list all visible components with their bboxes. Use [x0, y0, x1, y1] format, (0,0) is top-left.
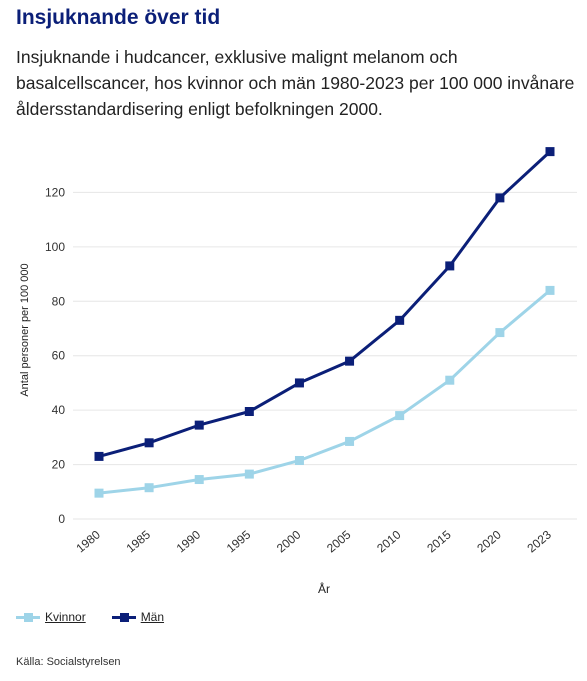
- y-tick-label: 80: [52, 294, 66, 308]
- y-tick-label: 40: [52, 403, 66, 417]
- data-point-man[interactable]: [144, 438, 154, 448]
- legend-item-kvinnor[interactable]: Kvinnor: [16, 610, 86, 624]
- y-tick-label: 120: [45, 185, 65, 199]
- data-point-kvinnor[interactable]: [194, 475, 204, 485]
- legend-label-kvinnor: Kvinnor: [45, 610, 86, 624]
- data-point-kvinnor[interactable]: [294, 455, 304, 465]
- line-chart: 0 20 40 60 80 100 120 1980 1985 1990 1995 2000 2005…: [19, 147, 577, 596]
- data-point-man[interactable]: [445, 261, 455, 271]
- y-tick-label: 0: [58, 512, 65, 526]
- data-point-kvinnor[interactable]: [144, 483, 154, 493]
- y-tick-label: 100: [45, 240, 65, 254]
- x-tick-label: 2020: [474, 527, 504, 555]
- x-axis-label: År: [318, 581, 330, 596]
- legend-swatch-man: [111, 612, 136, 622]
- x-tick-label: 2000: [274, 527, 304, 555]
- data-point-man[interactable]: [294, 378, 304, 388]
- x-tick-label: 1980: [73, 527, 103, 555]
- series-line-man: [98, 150, 552, 458]
- x-tick-label: 2015: [424, 527, 454, 555]
- data-point-man[interactable]: [194, 420, 204, 430]
- x-tick-label: 1995: [224, 527, 254, 555]
- source-note: Källa: Socialstyrelsen: [16, 656, 121, 668]
- legend-item-man[interactable]: Män: [111, 610, 165, 624]
- data-point-kvinnor[interactable]: [244, 469, 254, 479]
- data-point-kvinnor[interactable]: [395, 411, 405, 421]
- x-tick-label: 1990: [174, 527, 204, 555]
- data-point-man[interactable]: [495, 193, 505, 203]
- legend-label-man: Män: [140, 610, 165, 624]
- data-point-man[interactable]: [94, 451, 104, 461]
- data-point-kvinnor[interactable]: [495, 328, 505, 338]
- y-tick-label: 20: [52, 458, 66, 472]
- x-tick-label: 1985: [124, 527, 154, 555]
- chart-subtitle: Insjuknande i hudcancer, exklusive malig…: [16, 47, 575, 119]
- data-point-kvinnor[interactable]: [445, 375, 455, 385]
- x-tick-label: 2023: [524, 527, 554, 555]
- data-point-man[interactable]: [545, 147, 555, 157]
- y-axis-label: Antal personer per 100 000: [19, 263, 31, 396]
- data-point-man[interactable]: [244, 407, 254, 417]
- data-point-kvinnor[interactable]: [94, 488, 104, 498]
- x-tick-label: 2010: [374, 527, 404, 555]
- data-point-kvinnor[interactable]: [545, 285, 555, 295]
- x-tick-label: 2005: [324, 527, 354, 555]
- series-line-kvinnor: [98, 289, 551, 495]
- series-group: [94, 147, 555, 498]
- x-axis-ticks: 1980 1985 1990 1995 2000 2005 2010 2015 2020 2023: [73, 527, 554, 555]
- data-point-man[interactable]: [345, 356, 355, 366]
- y-tick-label: 60: [52, 349, 66, 363]
- data-point-kvinnor[interactable]: [345, 436, 355, 446]
- grid-lines: [73, 191, 577, 520]
- legend-swatch-kvinnor: [16, 612, 40, 622]
- y-axis-ticks: 0 20 40 60 80 100 120: [45, 185, 65, 526]
- legend: Kvinnor Män: [16, 610, 164, 624]
- data-point-man[interactable]: [395, 315, 405, 325]
- chart-title: Insjuknande över tid: [16, 6, 221, 29]
